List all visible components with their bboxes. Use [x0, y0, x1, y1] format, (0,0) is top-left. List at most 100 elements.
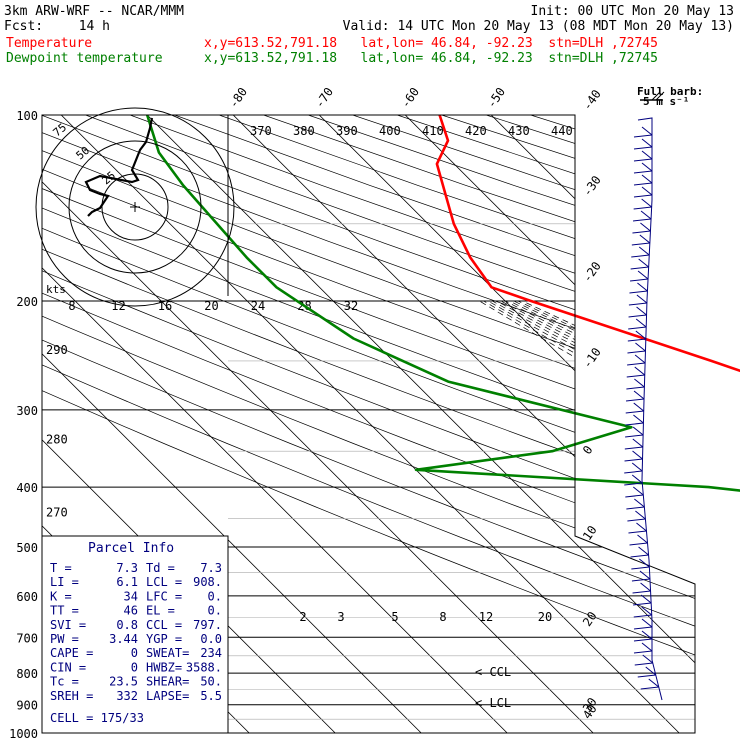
dry-adiabat — [486, 115, 695, 733]
theta-label: 390 — [336, 124, 358, 138]
wind-barb — [633, 182, 653, 186]
side-theta-label: 270 — [46, 506, 68, 520]
theta-label: 420 — [465, 124, 487, 138]
legend-temperature-name: Temperature — [6, 36, 92, 51]
wind-barb — [632, 450, 643, 460]
parcel-info-title: Parcel Info — [88, 541, 174, 556]
mixing-ratio-label: 8 — [439, 610, 446, 624]
hodograph-ring-50 — [68, 140, 202, 274]
wind-barb — [628, 326, 647, 330]
wind-barb — [633, 170, 653, 174]
mixing-ratio-label: 20 — [538, 610, 552, 624]
sounding-profiles — [145, 114, 740, 492]
wind-barb — [628, 530, 647, 534]
wind-barb — [640, 594, 652, 604]
theta-label: 400 — [379, 124, 401, 138]
wind-barb — [635, 330, 647, 340]
hodograph: 75 50 25 kts — [35, 107, 235, 307]
parcel-info-key: TT = — [50, 604, 79, 618]
wind-barb — [640, 582, 651, 592]
isotherm-label: 30 — [580, 695, 600, 715]
mixing-ratio-label: 5 — [391, 610, 398, 624]
wind-barb — [631, 242, 650, 246]
wind-barb — [641, 126, 653, 136]
parcel-info-key: LAPSE= — [146, 689, 189, 703]
isotherm-line — [662, 115, 695, 733]
profile-temperature — [435, 114, 740, 373]
wind-barb — [625, 434, 644, 438]
wind-barb — [632, 230, 651, 234]
wind-barb — [645, 666, 657, 676]
theta-label: 440 — [551, 124, 573, 138]
dry-adiabat — [263, 115, 695, 733]
legend-dewpoint-info: x,y=613.52,791.18 lat,lon= 46.84, -92.23… — [204, 51, 658, 66]
wind-barb — [633, 402, 645, 412]
wind-barb — [627, 362, 646, 366]
wind-barb — [636, 522, 647, 532]
wind-barb — [628, 302, 647, 306]
wind-barb — [641, 150, 653, 160]
dry-adiabat — [575, 115, 695, 733]
parcel-info-value: 0.0 — [200, 632, 222, 646]
pressure-tick-label: 400 — [16, 481, 38, 495]
wind-barb — [635, 318, 647, 328]
isotherm-line — [42, 115, 594, 733]
wind-barb — [633, 650, 653, 654]
wind-barb — [638, 246, 650, 256]
wind-barb — [627, 338, 646, 342]
parcel-info-key: K = — [50, 589, 72, 603]
hodograph-ring-label-75: 75 — [51, 121, 70, 139]
wind-barb — [625, 410, 644, 414]
valid-time: Valid: 14 UTC Mon 20 May 13 (08 MDT Mon … — [343, 19, 734, 34]
pressure-tick-label: 700 — [16, 631, 38, 645]
parcel-info-value: 50. — [200, 675, 222, 689]
isotherm-label: -60 — [398, 85, 422, 111]
wind-barb — [637, 534, 648, 544]
wind-barb — [641, 198, 652, 208]
wind-barb — [624, 470, 643, 474]
legend-dewpoint-name: Dewpoint temperature — [6, 51, 163, 66]
forecast-label: Fcst: — [4, 19, 43, 34]
wind-barb — [641, 162, 653, 172]
wind-barb — [637, 270, 649, 280]
parcel-info-key: LFC = — [146, 589, 182, 603]
parcel-info-key: CAPE = — [50, 646, 93, 660]
moist-adiabat — [509, 300, 695, 733]
dry-adiabat — [42, 115, 695, 733]
wind-barb — [632, 426, 644, 436]
wind-barb — [637, 674, 656, 678]
isotherm-label: 10 — [580, 523, 600, 543]
parcel-info-key: Tc = — [50, 675, 79, 689]
parcel-info-key: SWEAT= — [146, 646, 189, 660]
isotherm-line — [318, 115, 695, 733]
parcel-info-key: Td = — [146, 561, 175, 575]
wind-barb — [632, 438, 644, 448]
isotherm-line — [42, 115, 336, 733]
isotherm-label: -70 — [312, 85, 336, 111]
wind-barb — [633, 638, 653, 642]
model-title: 3km ARW-WRF -- NCAR/MMM — [4, 4, 184, 19]
isotherm-line — [42, 115, 422, 733]
theta-label: 370 — [250, 124, 272, 138]
moist-adiabat — [500, 300, 695, 733]
wind-barb — [634, 378, 645, 388]
isotherm-label: -10 — [580, 345, 604, 371]
parcel-info-value: 0.8 — [116, 618, 138, 632]
wind-barb — [639, 570, 651, 580]
wind-barb — [624, 482, 643, 486]
pressure-tick-label: 300 — [16, 404, 38, 418]
wind-barb — [641, 630, 653, 640]
x-tick-label: 32 — [344, 299, 358, 313]
wind-barb — [635, 342, 646, 352]
wind-barb — [641, 606, 653, 616]
mixing-ratio-label: 2 — [299, 610, 306, 624]
pressure-tick-label: 900 — [16, 699, 38, 713]
parcel-info-value: 3.44 — [109, 632, 138, 646]
x-tick-label: 8 — [68, 299, 75, 313]
isotherm-line — [576, 115, 695, 733]
parcel-info-value: 332 — [116, 689, 138, 703]
wind-barb — [631, 462, 643, 472]
parcel-info-value: 3588. — [186, 660, 222, 674]
wind-barb — [640, 686, 659, 690]
x-tick-label: 24 — [251, 299, 265, 313]
